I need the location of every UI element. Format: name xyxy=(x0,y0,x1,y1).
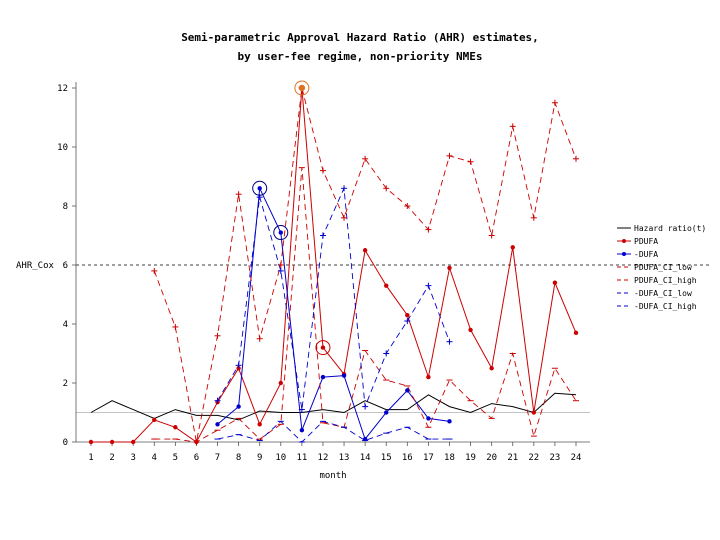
series-line-6 xyxy=(217,186,450,410)
data-point-2 xyxy=(405,388,410,393)
marker-layer xyxy=(88,85,579,445)
data-point-1 xyxy=(531,410,537,415)
data-point-1 xyxy=(384,283,389,288)
y-tick-label: 2 xyxy=(63,379,68,389)
x-tick-label: 21 xyxy=(507,453,518,463)
x-tick-label: 17 xyxy=(423,453,434,463)
data-point-1 xyxy=(173,425,178,430)
data-point-2 xyxy=(236,404,241,409)
x-tick-label: 7 xyxy=(215,453,220,463)
data-point-1 xyxy=(130,439,136,445)
data-point-1 xyxy=(362,248,368,253)
legend: Hazard ratio(t) PDUFA -DUFA PDUFA_CI_low PDU… xyxy=(617,224,706,311)
legend-entry-3: PDUFA_CI_low xyxy=(634,263,692,272)
y-tick-label: 8 xyxy=(63,202,68,212)
x-tick-label: 22 xyxy=(528,453,539,463)
highlight-circle xyxy=(273,225,289,241)
x-tick-label: 16 xyxy=(402,453,413,463)
data-point-1 xyxy=(426,374,431,380)
data-point-1 xyxy=(152,417,157,423)
legend-marker-2 xyxy=(622,252,626,256)
series-line-2 xyxy=(217,186,450,441)
highlight-circle xyxy=(315,340,331,356)
y-tick-label: 0 xyxy=(63,438,68,448)
data-point-1 xyxy=(552,280,558,285)
x-tick-label: 1 xyxy=(88,453,93,463)
x-axis-label: month xyxy=(319,471,346,481)
reference-line-label: AHR_Cox xyxy=(16,261,55,271)
data-point-2 xyxy=(257,186,262,191)
chart-title-line-1: Semi-parametric Approval Hazard Ratio (A… xyxy=(181,31,539,44)
y-tick-label: 4 xyxy=(63,320,68,330)
data-point-2 xyxy=(215,422,220,427)
data-point-2 xyxy=(341,373,347,378)
data-point-1 xyxy=(447,265,452,271)
x-tick-label: 15 xyxy=(381,453,392,463)
legend-entry-5: -DUFA_CI_low xyxy=(634,289,692,298)
x-tick-label: 3 xyxy=(130,453,135,463)
legend-entry-4: PDUFA_CI_high xyxy=(634,276,697,285)
x-tick-label: 10 xyxy=(275,453,286,463)
data-point-2 xyxy=(426,416,431,421)
x-tick-label: 8 xyxy=(236,453,241,463)
highlight-point xyxy=(298,84,306,92)
data-point-1 xyxy=(510,245,515,250)
data-point-2 xyxy=(384,410,389,415)
x-tick-label: 13 xyxy=(339,453,350,463)
data-point-2 xyxy=(447,419,452,424)
x-tick-label: 9 xyxy=(257,453,262,463)
x-tick-label: 19 xyxy=(465,453,476,463)
chart-title: Semi-parametric Approval Hazard Ratio (A… xyxy=(0,28,720,66)
data-point-1 xyxy=(489,366,494,371)
x-tick-label: 5 xyxy=(173,453,178,463)
data-point-1 xyxy=(468,327,473,333)
x-tick-label: 20 xyxy=(486,453,497,463)
legend-entry-0: Hazard ratio(t) xyxy=(634,224,706,233)
legend-marker-1 xyxy=(622,239,626,243)
data-point-2 xyxy=(278,230,283,235)
highlight-circle xyxy=(294,80,310,96)
data-point-1 xyxy=(573,330,579,336)
series-line-0 xyxy=(90,392,577,421)
x-tick-label: 18 xyxy=(444,453,455,463)
series-line-1 xyxy=(91,87,577,443)
data-point-1 xyxy=(320,345,326,350)
series-line-4 xyxy=(153,87,577,443)
x-tick-label: 11 xyxy=(296,453,307,463)
x-tick-label: 24 xyxy=(571,453,582,463)
data-point-1 xyxy=(405,312,410,318)
legend-entry-2: -DUFA xyxy=(634,250,658,259)
data-point-2 xyxy=(299,428,305,433)
chart-title-line-2: by user-fee regime, non-priority NMEs xyxy=(237,50,483,63)
x-tick-label: 4 xyxy=(152,453,157,463)
highlight-layer xyxy=(252,80,331,356)
highlight-circle xyxy=(252,180,268,196)
legend-entry-6: -DUFA_CI_high xyxy=(634,302,697,311)
y-tick-label: 6 xyxy=(63,261,68,271)
x-tick-label: 2 xyxy=(109,453,114,463)
data-point-2 xyxy=(320,374,326,380)
series-line-5 xyxy=(217,420,450,443)
legend-entry-1: PDUFA xyxy=(634,237,658,246)
x-tick-label: 12 xyxy=(318,453,329,463)
data-point-1 xyxy=(278,380,283,386)
grid-layer xyxy=(76,264,712,413)
x-tick-label: 6 xyxy=(194,453,199,463)
data-point-1 xyxy=(257,422,262,427)
y-tick-label: 10 xyxy=(57,143,68,153)
x-tick-label: 14 xyxy=(360,453,371,463)
x-tick-label: 23 xyxy=(549,453,560,463)
data-point-1 xyxy=(109,439,115,445)
y-tick-label: 12 xyxy=(57,84,68,94)
data-point-1 xyxy=(88,439,94,445)
